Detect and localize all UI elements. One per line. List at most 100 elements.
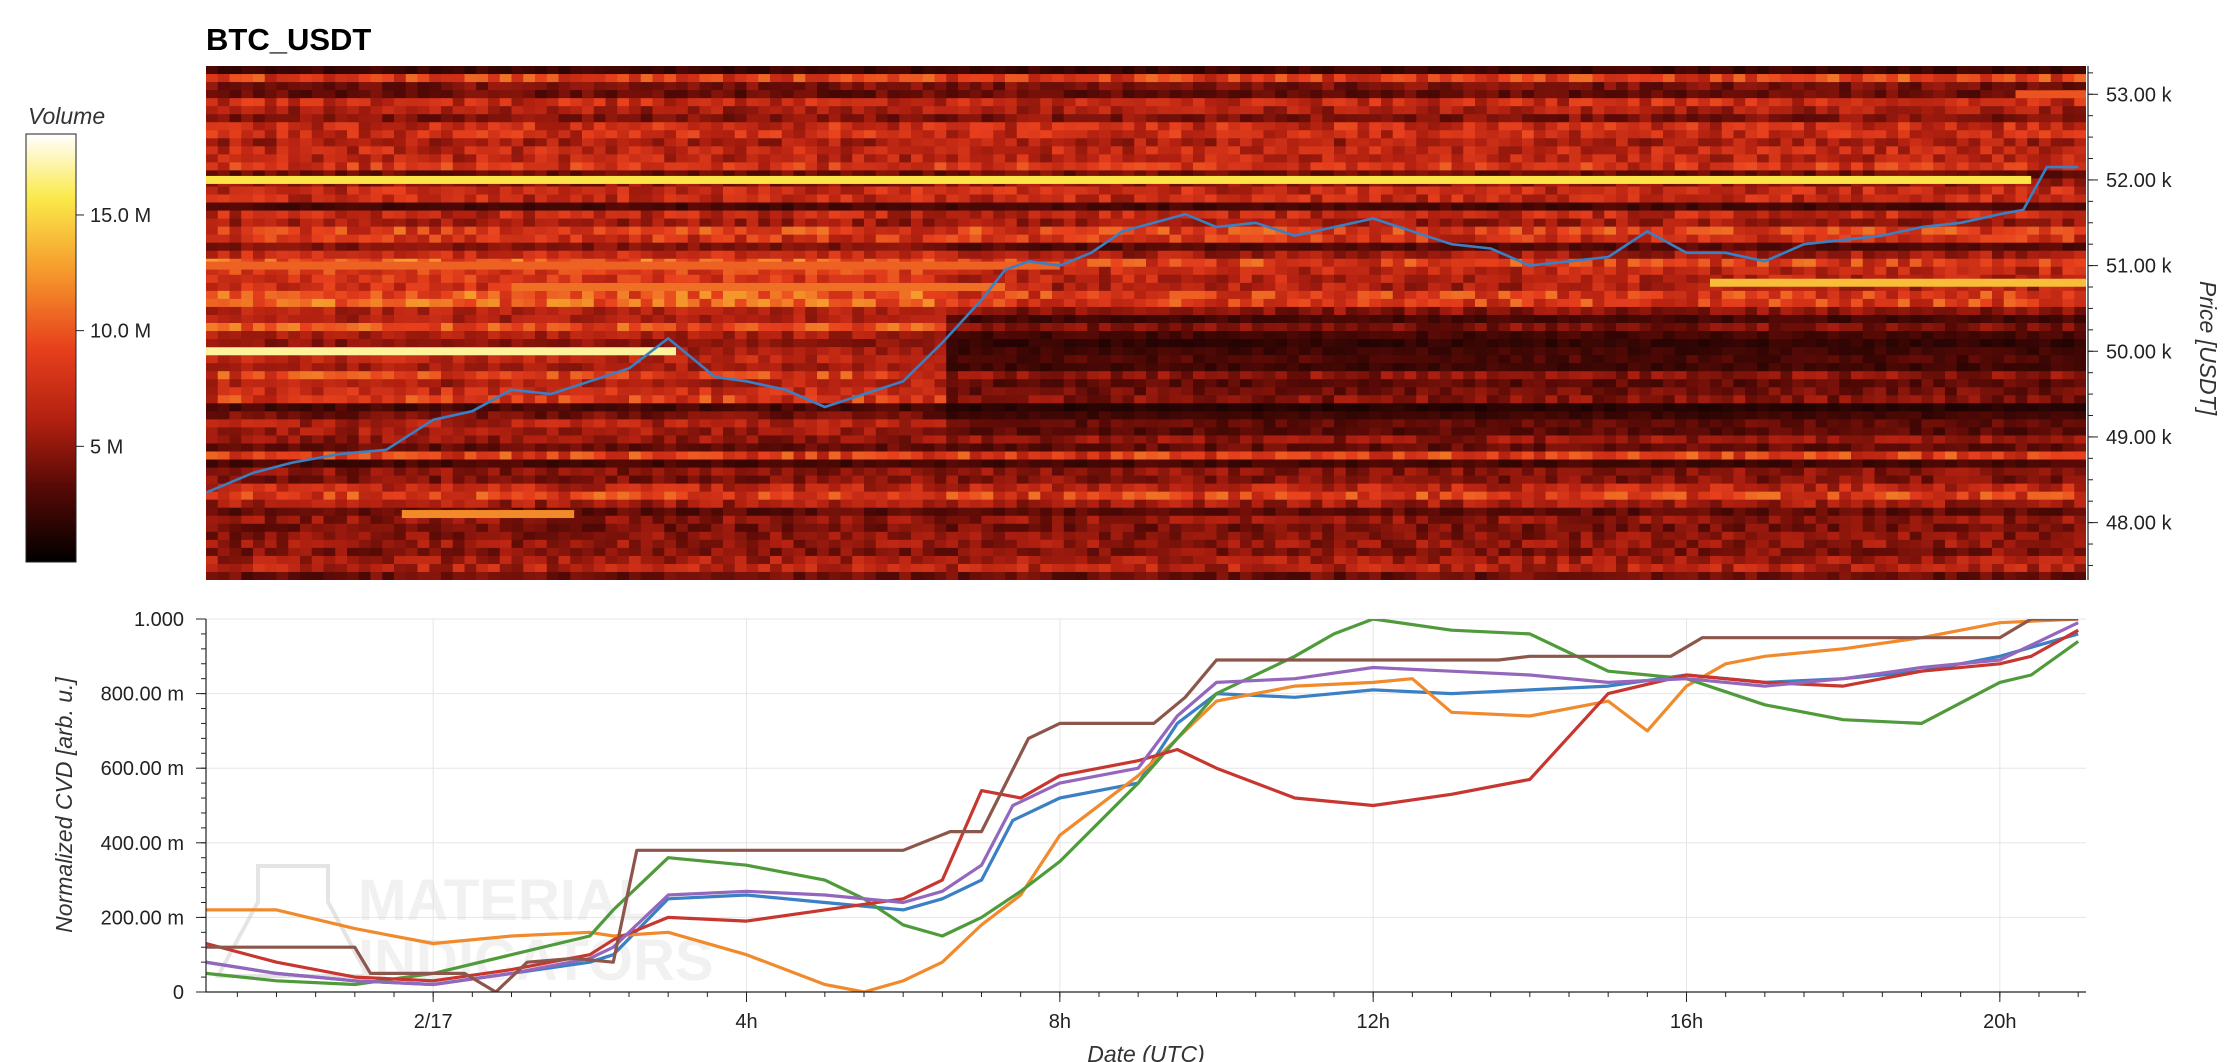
heatmap-cell <box>605 379 618 388</box>
heatmap-cell <box>1040 234 1053 244</box>
heatmap-cell <box>640 475 654 485</box>
heatmap-cell <box>1005 242 1018 252</box>
heatmap-cell <box>206 242 219 252</box>
heatmap-cell <box>429 74 442 83</box>
heatmap-cell <box>746 387 759 396</box>
heatmap-cell <box>311 515 325 525</box>
heatmap-cell <box>452 387 466 396</box>
heatmap-cell <box>817 122 830 131</box>
heatmap-cell <box>629 379 642 388</box>
heatmap-cell <box>1016 427 1030 437</box>
heatmap-cell <box>1110 138 1124 147</box>
heatmap-cell <box>1016 106 1030 115</box>
heatmap-cell <box>417 74 430 83</box>
heatmap-cell <box>922 82 936 91</box>
heatmap-cell <box>864 122 877 131</box>
heatmap-cell <box>629 146 642 155</box>
heatmap-cell <box>629 563 642 573</box>
heatmap-cell <box>394 371 407 380</box>
heatmap-cell <box>535 467 548 477</box>
heatmap-cell <box>206 387 219 396</box>
heatmap-cell <box>394 459 407 469</box>
heatmap-cell <box>358 250 372 260</box>
heatmap-cell <box>652 555 665 565</box>
heatmap-cell <box>546 539 560 549</box>
heatmap-cell <box>605 555 618 565</box>
heatmap-cell <box>969 475 983 485</box>
heatmap-cell <box>840 555 853 565</box>
heatmap-cell <box>805 395 818 404</box>
heatmap-cell <box>629 491 642 501</box>
heatmap-cell <box>570 274 583 284</box>
heatmap-cell <box>640 371 654 380</box>
heatmap-cell <box>476 331 489 340</box>
heatmap-cell <box>206 266 219 276</box>
heatmap-cell <box>934 202 947 212</box>
heatmap-cell <box>887 226 900 236</box>
heatmap-cell <box>734 114 748 123</box>
heatmap-cell <box>241 282 254 292</box>
heatmap-cell <box>300 475 313 485</box>
heatmap-cell <box>605 411 618 420</box>
heatmap-cell <box>417 234 430 244</box>
heatmap-cell <box>758 459 771 469</box>
heatmap-cell <box>993 483 1006 493</box>
heatmap-cell <box>276 379 289 388</box>
heatmap-cell <box>852 74 865 83</box>
heatmap-cell <box>1016 323 1030 332</box>
heatmap-cell <box>934 499 947 509</box>
heatmap-cell <box>899 459 912 469</box>
heatmap-cell <box>817 451 830 461</box>
heatmap-cell <box>993 242 1006 252</box>
heatmap-cell <box>1005 403 1018 412</box>
heatmap-cell <box>1099 459 1112 469</box>
heatmap-cell <box>464 411 477 420</box>
heatmap-cell <box>734 531 748 541</box>
heatmap-cell <box>300 186 313 196</box>
heatmap-cell <box>734 98 748 107</box>
heatmap-cell <box>1016 282 1030 292</box>
heatmap-cell <box>793 306 806 316</box>
heatmap-cell <box>1063 323 1077 332</box>
heatmap-cell <box>335 411 348 420</box>
heatmap-cell <box>828 106 842 115</box>
heatmap-cell <box>417 331 430 340</box>
heatmap-cell <box>652 531 665 541</box>
heatmap-cell <box>417 539 430 549</box>
heatmap-cell <box>770 314 783 324</box>
heatmap-cell <box>499 379 513 388</box>
heatmap-cell <box>1075 234 1088 244</box>
heatmap-cell <box>311 210 325 220</box>
heatmap-cell <box>770 547 783 557</box>
heatmap-cell <box>452 371 466 380</box>
heatmap-cell <box>969 387 983 396</box>
heatmap-cell <box>535 531 548 541</box>
heatmap-cell <box>511 210 524 220</box>
heatmap-cell <box>805 451 818 461</box>
heatmap-cell <box>922 475 936 485</box>
heatmap-cell <box>828 210 842 220</box>
heatmap-cell <box>864 218 877 228</box>
heatmap-cell <box>582 218 595 228</box>
heatmap-cell <box>1110 314 1124 324</box>
heatmap-cell <box>664 387 677 396</box>
heatmap-cell <box>323 306 336 316</box>
heatmap-cell <box>746 242 759 252</box>
heatmap-cell <box>358 355 372 364</box>
heatmap-cell <box>1099 218 1112 228</box>
heatmap-cell <box>441 531 454 541</box>
heatmap-cell <box>781 459 795 469</box>
heatmap-cell <box>1087 363 1100 372</box>
heatmap-cell <box>1016 170 1030 180</box>
heatmap-cell <box>922 339 936 348</box>
heatmap-cell <box>911 162 924 172</box>
heatmap-cell <box>676 138 689 147</box>
heatmap-cell <box>758 419 771 429</box>
heatmap-cell <box>429 186 442 196</box>
heatmap-cell <box>993 371 1006 380</box>
heatmap-cell <box>1063 114 1077 123</box>
heatmap-cell <box>523 106 536 115</box>
heatmap-cell <box>535 435 548 445</box>
heatmap-cell <box>441 547 454 557</box>
heatmap-cell <box>405 379 419 388</box>
